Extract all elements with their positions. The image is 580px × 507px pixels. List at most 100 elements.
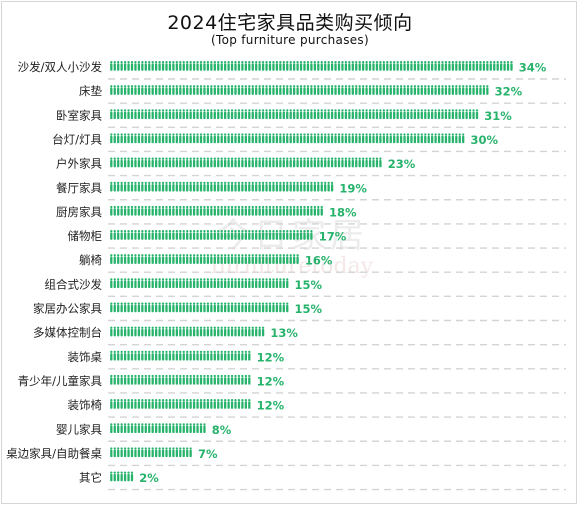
person-icon bbox=[265, 278, 268, 289]
person-icon bbox=[172, 399, 175, 409]
person-icon bbox=[127, 350, 130, 361]
value-label: 31% bbox=[484, 109, 512, 123]
person-icon bbox=[431, 109, 434, 119]
category-label: 多媒体控制台 bbox=[33, 326, 102, 340]
person-icon bbox=[234, 109, 237, 119]
person-icon bbox=[117, 254, 120, 264]
person-icon bbox=[199, 181, 203, 192]
person-icon bbox=[168, 326, 172, 337]
person-icon bbox=[172, 85, 175, 95]
person-icon bbox=[224, 302, 227, 313]
person-icon bbox=[275, 85, 279, 95]
person-icon bbox=[113, 471, 116, 482]
person-icon bbox=[217, 302, 220, 313]
person-icon bbox=[337, 157, 341, 168]
person-icon bbox=[230, 133, 234, 144]
person-icon bbox=[161, 278, 165, 289]
person-icon bbox=[175, 181, 178, 192]
person-icon bbox=[189, 326, 192, 337]
person-icon bbox=[127, 60, 130, 71]
person-icon bbox=[455, 109, 458, 119]
person-icon bbox=[192, 254, 196, 264]
person-icon bbox=[134, 374, 137, 385]
person-icon bbox=[248, 374, 251, 385]
person-icon bbox=[227, 181, 230, 192]
person-icon bbox=[244, 399, 247, 409]
person-icon bbox=[279, 302, 282, 313]
person-icon bbox=[220, 157, 223, 168]
person-icon bbox=[175, 374, 178, 385]
person-icon bbox=[248, 350, 251, 361]
value-label: 12% bbox=[257, 399, 285, 413]
person-icon bbox=[434, 85, 437, 95]
person-icon bbox=[265, 205, 268, 216]
person-icon bbox=[268, 60, 272, 71]
person-icon bbox=[144, 350, 147, 361]
person-icon bbox=[179, 85, 182, 95]
person-icon bbox=[431, 60, 434, 71]
person-icon bbox=[144, 60, 147, 71]
person-icon bbox=[134, 109, 137, 119]
person-icon bbox=[130, 157, 134, 168]
person-icon bbox=[192, 230, 196, 240]
person-icon bbox=[279, 205, 282, 216]
person-icon bbox=[172, 374, 175, 385]
person-icon bbox=[241, 133, 244, 144]
person-icon bbox=[117, 278, 120, 289]
person-icon bbox=[196, 60, 199, 71]
person-icon bbox=[165, 374, 168, 385]
person-icon bbox=[258, 109, 261, 119]
person-icon bbox=[172, 181, 175, 192]
person-icon bbox=[244, 109, 247, 119]
person-icon bbox=[148, 302, 151, 313]
person-icon bbox=[293, 85, 296, 95]
person-icon bbox=[144, 133, 147, 144]
person-icon bbox=[168, 302, 172, 313]
person-icon bbox=[120, 254, 123, 264]
person-icon bbox=[199, 374, 203, 385]
person-icon bbox=[199, 423, 203, 433]
person-icon bbox=[286, 133, 289, 144]
person-icon bbox=[141, 399, 144, 409]
person-icon bbox=[123, 447, 127, 458]
person-icon bbox=[182, 85, 185, 95]
person-icon bbox=[296, 109, 299, 119]
person-icon bbox=[334, 85, 337, 95]
person-icon bbox=[379, 157, 382, 168]
person-icon bbox=[161, 423, 165, 433]
person-icon bbox=[272, 205, 275, 216]
person-icon bbox=[379, 85, 382, 95]
person-icon bbox=[192, 60, 196, 71]
person-icon bbox=[482, 85, 486, 95]
person-icon bbox=[161, 230, 165, 240]
person-icon bbox=[279, 230, 282, 240]
person-icon bbox=[224, 350, 227, 361]
person-icon bbox=[130, 60, 134, 71]
person-icon bbox=[113, 326, 116, 337]
person-icon bbox=[241, 85, 244, 95]
person-icon bbox=[175, 109, 178, 119]
person-icon bbox=[348, 85, 351, 95]
person-icon bbox=[265, 254, 268, 264]
person-icon bbox=[448, 133, 451, 144]
person-icon bbox=[417, 60, 420, 71]
person-icon bbox=[313, 133, 316, 144]
person-icon bbox=[161, 374, 165, 385]
person-icon bbox=[258, 278, 261, 289]
person-icon bbox=[220, 326, 223, 337]
person-icon bbox=[258, 181, 261, 192]
person-icon bbox=[196, 230, 199, 240]
person-icon bbox=[351, 60, 354, 71]
person-icon bbox=[324, 181, 327, 192]
person-icon bbox=[368, 133, 372, 144]
person-icon bbox=[327, 181, 330, 192]
person-icon bbox=[234, 374, 237, 385]
person-icon bbox=[168, 399, 172, 409]
person-icon bbox=[393, 60, 396, 71]
person-icon bbox=[282, 157, 285, 168]
person-icon bbox=[137, 302, 141, 313]
person-icon bbox=[362, 133, 365, 144]
person-icon bbox=[137, 157, 141, 168]
person-icon bbox=[399, 133, 403, 144]
person-icon bbox=[158, 326, 161, 337]
